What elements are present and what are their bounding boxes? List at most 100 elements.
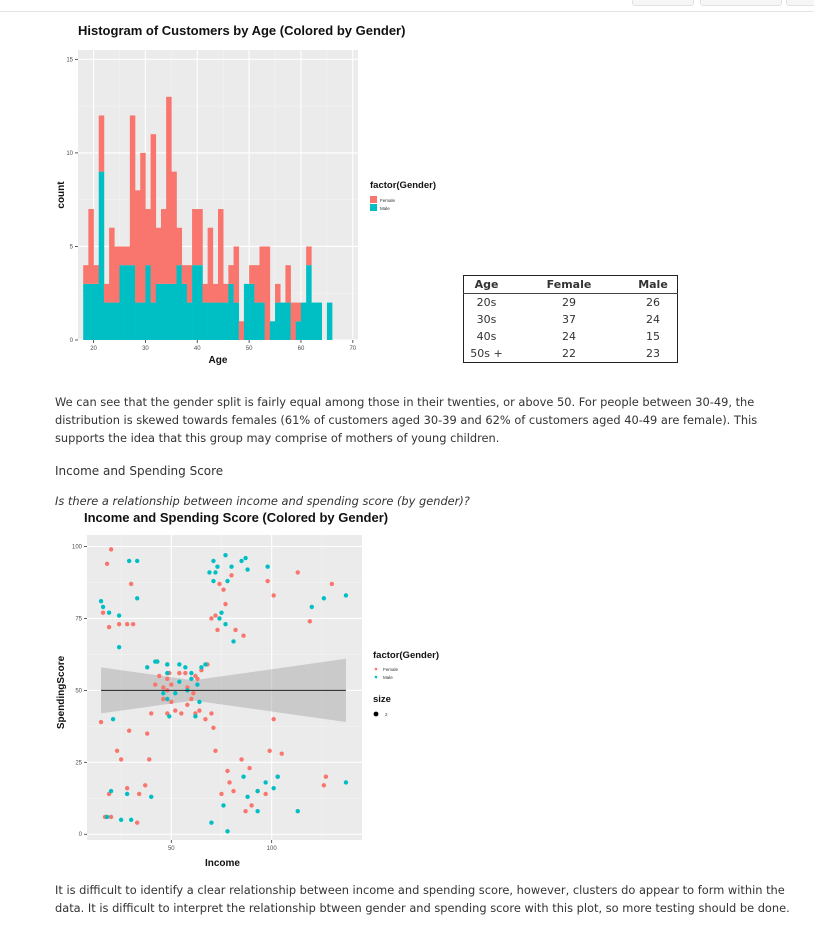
bar-female: [166, 96, 172, 284]
x-axis-label: Income: [205, 858, 240, 868]
point-male: [199, 665, 204, 670]
bar-male: [300, 302, 307, 340]
table-cell: 23: [646, 347, 660, 360]
point-male: [295, 809, 300, 814]
bar-male: [202, 302, 208, 340]
point-male: [309, 604, 315, 610]
point-male: [225, 578, 230, 584]
point-male: [183, 665, 188, 670]
point-female: [179, 711, 184, 716]
point-female: [130, 621, 136, 627]
point-male: [263, 780, 268, 785]
point-female: [271, 593, 276, 598]
bar-male: [150, 302, 157, 340]
plot-panel: [87, 535, 362, 840]
bar-male: [243, 283, 250, 340]
bar-male: [207, 302, 214, 340]
point-male: [118, 817, 124, 823]
point-female: [126, 728, 132, 733]
point-female: [114, 748, 120, 754]
point-male: [211, 558, 216, 564]
bar-male: [160, 283, 167, 340]
bar-female: [150, 134, 157, 303]
point-female: [215, 627, 220, 633]
point-female: [221, 587, 226, 592]
bar-female: [98, 115, 105, 172]
top-tab[interactable]: [700, 0, 782, 6]
bar-male: [88, 283, 94, 340]
bar-male: [155, 283, 162, 340]
bar-female: [103, 283, 110, 303]
bar-female: [202, 283, 208, 303]
point-male: [165, 696, 170, 702]
point-female: [145, 731, 150, 736]
histogram-title: Histogram of Customers by Age (Colored b…: [78, 23, 406, 38]
bar-female: [254, 265, 260, 303]
point-female: [153, 682, 158, 687]
table-cell: 30s: [476, 313, 497, 326]
bar-male: [176, 265, 183, 340]
table-cell: 20s: [476, 296, 497, 309]
table-cell: 24: [562, 330, 576, 343]
bar-male: [98, 171, 105, 340]
point-male: [104, 814, 110, 820]
x-tick-label: 70: [349, 346, 356, 352]
x-tick-label: 40: [194, 346, 201, 352]
point-female: [183, 670, 188, 676]
point-female: [279, 751, 284, 756]
table-row: 30s 37 24: [464, 311, 678, 328]
size-legend-label: 2: [385, 712, 388, 717]
y-tick-label: 5: [70, 244, 74, 250]
point-female: [143, 783, 148, 788]
point-male: [223, 621, 228, 627]
bar-male: [145, 265, 151, 340]
y-tick-label: 0: [79, 832, 83, 838]
bar-female: [109, 227, 115, 303]
table-cell: 24: [646, 313, 660, 326]
bar-female: [119, 246, 125, 266]
bar-female: [114, 246, 120, 303]
scatter-chart: 0 25 50 75 100 50 100 Income SpendingScore factor…: [56, 535, 439, 868]
histogram-chart: 0 5 10 15 20 30 40 50 60 70 Age count factor(Gender)…: [56, 50, 436, 366]
point-male: [173, 691, 178, 696]
point-male: [197, 699, 202, 705]
bar-female: [233, 246, 240, 303]
bar-male: [254, 302, 260, 340]
legend-label: Male: [383, 675, 393, 680]
bar-male: [259, 302, 265, 340]
legend-label: Female: [383, 667, 399, 672]
top-tab[interactable]: [786, 0, 814, 6]
bar-female: [197, 209, 203, 266]
point-male: [343, 780, 349, 785]
bar-male: [249, 283, 255, 340]
point-female: [211, 725, 216, 730]
point-female: [233, 627, 238, 633]
bar-male: [326, 302, 333, 340]
point-female: [213, 748, 218, 754]
point-male: [203, 662, 208, 667]
point-male: [195, 682, 200, 687]
bar-male: [135, 302, 141, 340]
table-cell: 15: [646, 330, 660, 343]
point-female: [239, 757, 244, 762]
point-male: [271, 786, 276, 791]
point-male: [213, 570, 218, 575]
top-tab[interactable]: [632, 0, 694, 6]
point-female: [329, 581, 335, 587]
y-axis-label: count: [56, 181, 67, 209]
point-male: [110, 716, 116, 722]
bar-male: [218, 302, 224, 340]
point-male: [211, 578, 216, 584]
bar-female: [186, 265, 193, 303]
point-male: [223, 552, 228, 558]
bar-male: [114, 302, 120, 340]
point-female: [161, 685, 166, 690]
bar-female: [218, 209, 224, 303]
bar-male: [109, 302, 115, 340]
point-female: [247, 765, 252, 771]
point-male: [265, 564, 270, 569]
bar-male: [285, 302, 291, 340]
point-male: [189, 670, 194, 676]
point-female: [195, 676, 200, 682]
bar-female: [171, 171, 177, 284]
